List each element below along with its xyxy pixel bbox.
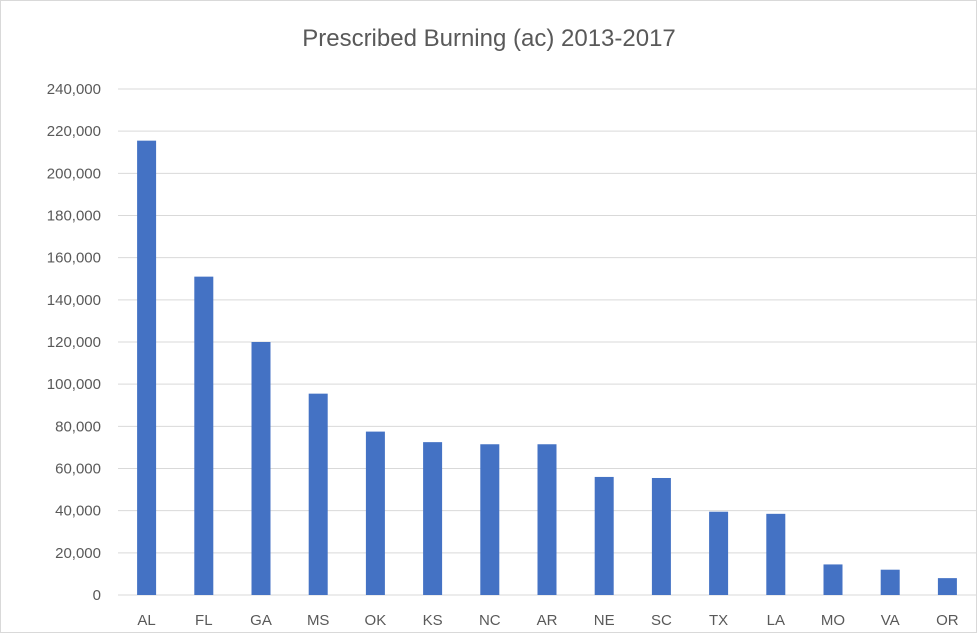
y-tick-label: 220,000: [47, 123, 101, 140]
y-tick-label: 0: [93, 587, 101, 604]
x-category-label: VA: [881, 612, 900, 629]
x-category-label: MO: [821, 612, 845, 629]
y-tick-label: 140,000: [47, 292, 101, 309]
x-category-label: OK: [365, 612, 387, 629]
bar-ar: [537, 444, 557, 595]
x-category-label: LA: [767, 612, 785, 629]
y-tick-label: 160,000: [47, 250, 101, 267]
x-category-label: GA: [250, 612, 272, 629]
x-category-label: TX: [709, 612, 728, 629]
chart-title: Prescribed Burning (ac) 2013-2017: [302, 25, 676, 52]
bars: [137, 140, 957, 595]
bar-ga: [251, 342, 271, 595]
bar-fl: [194, 276, 214, 595]
x-category-label: AL: [137, 612, 155, 629]
y-tick-label: 240,000: [47, 81, 101, 98]
bar-ok: [365, 431, 385, 595]
x-category-label: FL: [195, 612, 213, 629]
x-category-label: KS: [423, 612, 443, 629]
x-category-label: NE: [594, 612, 615, 629]
bar-va: [880, 569, 900, 595]
y-tick-label: 80,000: [55, 418, 101, 435]
bar-ne: [594, 476, 614, 595]
y-axis-tick-labels: 0 20,000 40,000 60,000 80,000 100,000 120,000 1…: [47, 81, 101, 604]
bar-mo: [823, 564, 843, 595]
x-category-label: OR: [936, 612, 959, 629]
bar-or: [937, 578, 957, 595]
y-tick-label: 120,000: [47, 334, 101, 351]
bar-ks: [423, 442, 443, 595]
y-tick-label: 100,000: [47, 376, 101, 393]
bar-la: [766, 513, 786, 595]
bar-tx: [709, 511, 729, 595]
x-category-label: NC: [479, 612, 501, 629]
y-tick-label: 60,000: [55, 461, 101, 478]
y-tick-label: 20,000: [55, 545, 101, 562]
bar-al: [137, 140, 157, 595]
y-tick-label: 40,000: [55, 503, 101, 520]
y-tick-label: 200,000: [47, 165, 101, 182]
bar-nc: [480, 444, 500, 595]
x-category-label: AR: [537, 612, 558, 629]
bar-ms: [308, 393, 328, 595]
x-category-label: SC: [651, 612, 672, 629]
y-tick-label: 180,000: [47, 208, 101, 225]
x-axis-category-labels: AL FL GA MS OK KS NC AR NE SC TX LA MO VA OR: [137, 612, 958, 629]
bar-sc: [651, 477, 671, 595]
x-category-label: MS: [307, 612, 330, 629]
